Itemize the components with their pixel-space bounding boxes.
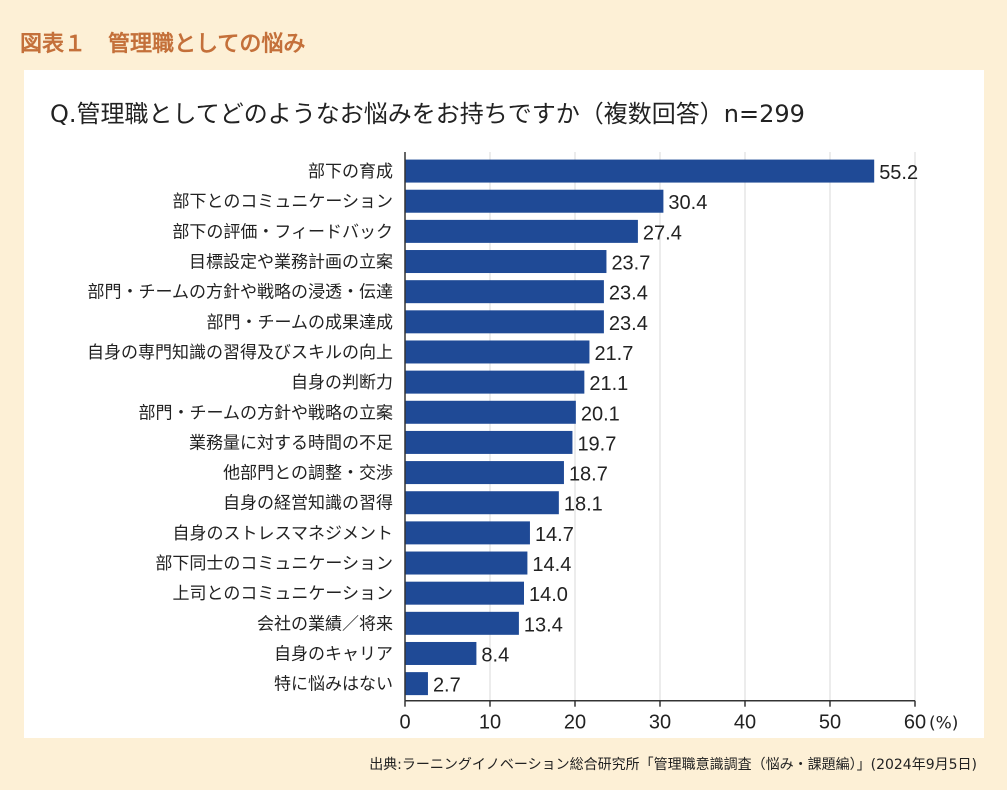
value-label: 27.4	[643, 222, 682, 244]
value-label: 14.7	[535, 524, 574, 546]
value-label: 8.4	[481, 644, 509, 666]
chart-title: Q.管理職としてどのようなお悩みをお持ちですか（複数回答）n=299	[50, 100, 805, 128]
x-tick-label: 30	[649, 712, 671, 734]
category-label: 部下の育成	[308, 162, 393, 182]
bar	[405, 461, 564, 485]
x-tick-label: 0	[399, 712, 410, 734]
category-label: 自身の専門知識の習得及びスキルの向上	[87, 343, 393, 363]
value-label: 14.0	[529, 584, 568, 606]
figure-label: 図表１ 管理職としての悩み	[20, 32, 306, 57]
bar	[405, 611, 519, 635]
bar	[405, 159, 875, 183]
x-tick-label: 50	[819, 712, 841, 734]
bar	[405, 189, 664, 213]
category-label: 自身の経営知識の習得	[223, 494, 393, 514]
bar	[405, 521, 530, 545]
x-unit-label: (%)	[929, 714, 958, 734]
category-label: 部門・チームの成果達成	[207, 313, 394, 333]
value-label: 18.1	[564, 494, 603, 516]
category-label: 部下とのコミュニケーション	[173, 192, 394, 212]
x-tick-label: 60	[904, 712, 926, 734]
bar	[405, 641, 477, 665]
category-label: 自身のキャリア	[274, 644, 393, 664]
bar	[405, 551, 528, 575]
bar	[405, 581, 524, 605]
value-label: 19.7	[577, 433, 616, 455]
category-label: 部下の評価・フィードバック	[172, 222, 393, 242]
category-label: 部下同士のコミュニケーション	[155, 554, 393, 574]
bar	[405, 672, 428, 696]
category-label: 他部門との調整・交渉	[223, 464, 393, 484]
category-label: 上司とのコミュニケーション	[173, 584, 394, 604]
value-label: 30.4	[668, 192, 707, 214]
category-label: 自身のストレスマネジメント	[173, 524, 394, 544]
category-label: 部門・チームの方針や戦略の立案	[139, 403, 394, 423]
x-tick-label: 40	[734, 712, 756, 734]
value-label: 21.1	[589, 373, 628, 395]
category-label: 特に悩みはない	[274, 675, 393, 695]
x-tick-label: 20	[564, 712, 586, 734]
value-label: 20.1	[581, 403, 620, 425]
category-label: 業務量に対する時間の不足	[189, 433, 393, 453]
bar	[405, 340, 590, 364]
bar	[405, 400, 576, 424]
value-label: 13.4	[524, 614, 563, 636]
value-label: 55.2	[879, 162, 918, 184]
value-label: 21.7	[594, 343, 633, 365]
bar	[405, 310, 604, 334]
value-label: 23.4	[609, 313, 648, 335]
bar	[405, 430, 573, 454]
bar	[405, 491, 559, 515]
x-tick-label: 10	[479, 712, 501, 734]
category-label: 目標設定や業務計画の立案	[189, 253, 393, 273]
bar	[405, 219, 638, 243]
value-label: 23.4	[609, 283, 648, 305]
bar	[405, 250, 607, 274]
category-label: 自身の判断力	[291, 373, 393, 393]
bar	[405, 370, 585, 394]
category-label: 会社の業績／将来	[257, 614, 393, 634]
value-label: 14.4	[532, 554, 571, 576]
category-label: 部門・チームの方針や戦略の浸透・伝達	[88, 283, 394, 303]
value-label: 18.7	[569, 464, 608, 486]
value-label: 23.7	[611, 253, 650, 275]
bar-chart: 部下の育成 55.2 部下とのコミュニケーション 30.4 部下の評価・フィードバック 2…	[87, 152, 958, 734]
value-label: 2.7	[433, 675, 461, 697]
chart-panel: Q.管理職としてどのようなお悩みをお持ちですか（複数回答）n=299 部下の育成…	[24, 70, 984, 738]
source-note: 出典:ラーニングイノベーション総合研究所「管理職意識調査（悩み・課題編）」(20…	[369, 757, 977, 773]
bar	[405, 280, 604, 304]
